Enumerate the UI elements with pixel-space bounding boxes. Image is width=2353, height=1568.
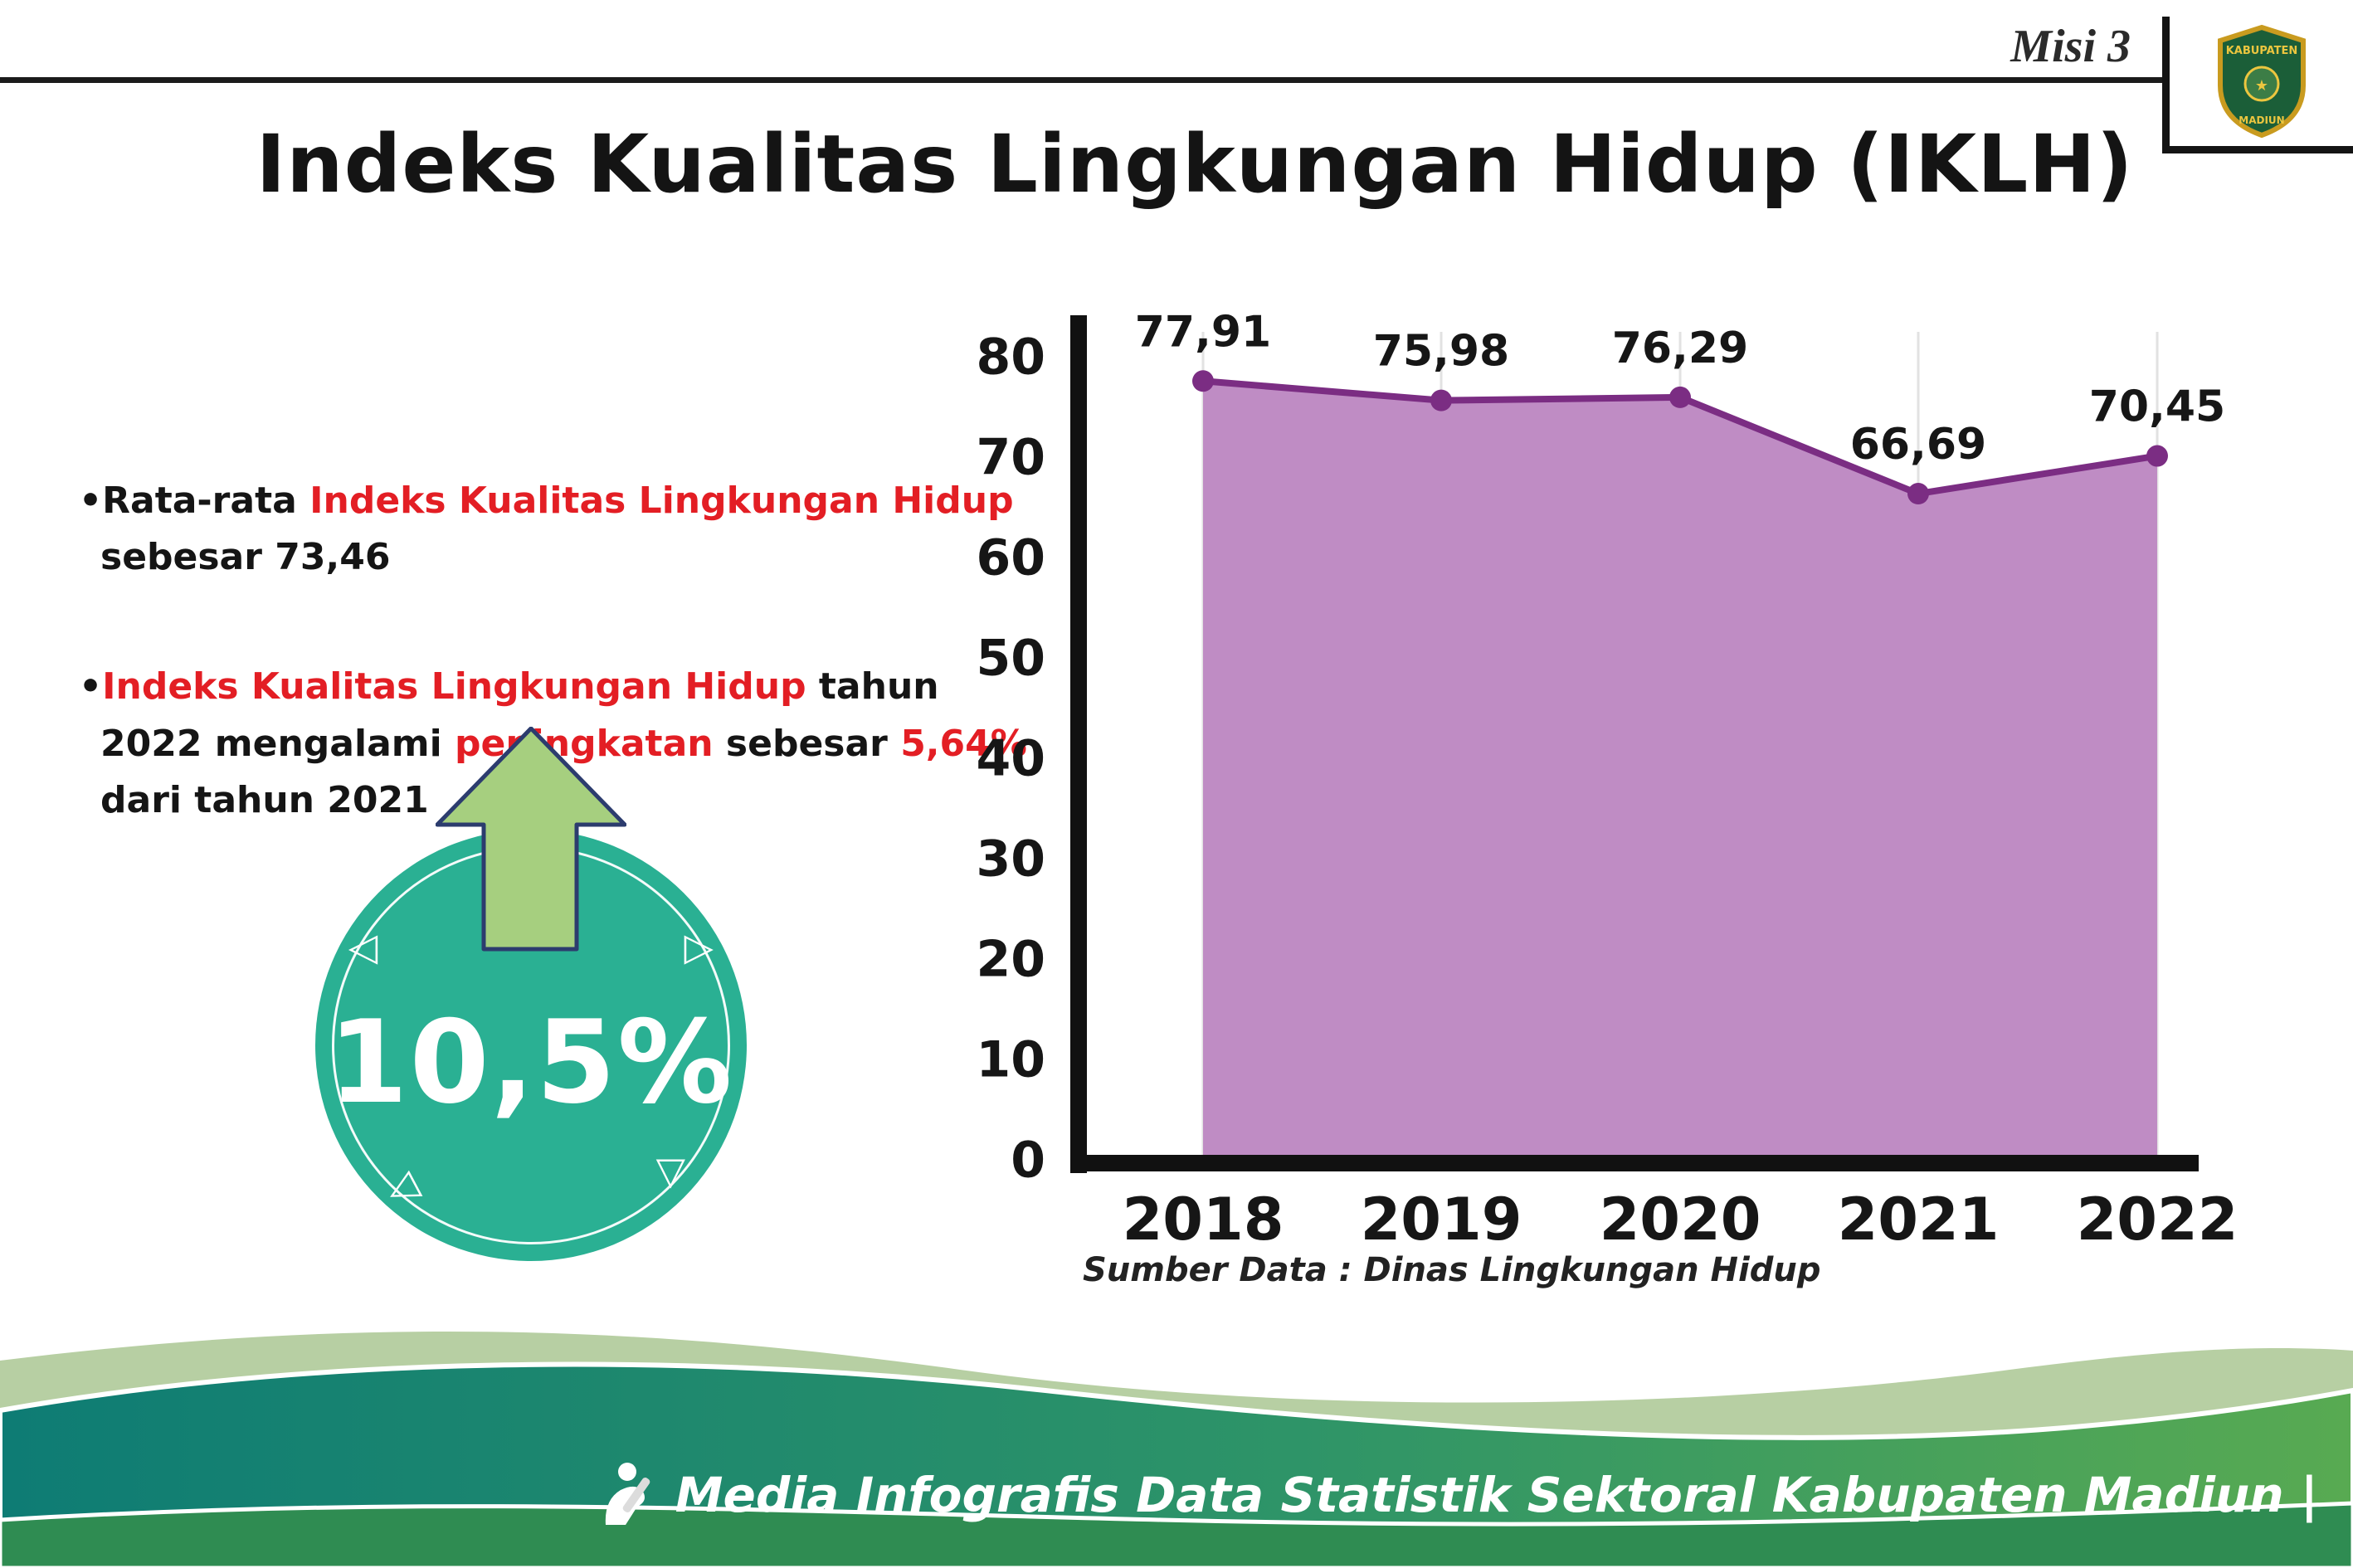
data-point — [2146, 445, 2168, 467]
triangle-decoration-icon: ◁ — [348, 924, 378, 969]
x-tick-label: 2019 — [1361, 1186, 1522, 1254]
y-tick-label: 70 — [977, 429, 1046, 487]
triangle-decoration-icon: ▷ — [684, 924, 714, 969]
text-segment: •Rata-rata — [79, 480, 310, 522]
data-point — [1192, 370, 1214, 392]
summary-bullets: •Rata-rata Indeks Kualitas Lingkungan Hi… — [79, 473, 1050, 902]
text-segment: sebesar 73,46 — [100, 536, 391, 579]
y-axis — [1070, 315, 1087, 1173]
logo-text-kabupaten: KABUPATEN — [2225, 45, 2297, 57]
value-label: 75,98 — [1373, 327, 1509, 377]
text-segment: 5,64% — [900, 722, 1027, 765]
wave-bottom-band — [0, 1501, 2353, 1568]
y-tick-label: 10 — [977, 1031, 1046, 1089]
bullet-increase-2022: •Indeks Kualitas Lingkungan Hidup tahun … — [79, 659, 1050, 829]
page-title: Indeks Kualitas Lingkungan Hidup (IKLH) — [256, 118, 2134, 211]
y-tick-label: 0 — [1011, 1132, 1045, 1190]
logo-star-icon: ★ — [2254, 77, 2268, 95]
footer-credit: Media Infografis Data Statistik Sektoral… — [589, 1460, 2318, 1530]
logo-text-madiun: MADIUN — [2239, 114, 2284, 126]
text-segment: sebesar — [713, 722, 901, 765]
text-segment: Indeks Kualitas Lingkungan Hidup — [309, 480, 1014, 522]
iklh-area-chart: 77,91 2018 75,98 2019 76,29 2020 66,69 2021 70,4… — [977, 307, 2239, 1254]
y-tick-label: 30 — [977, 830, 1046, 889]
y-tick-label: 50 — [977, 630, 1046, 688]
data-point — [1430, 389, 1452, 411]
bullet-average-iklh: •Rata-rata Indeks Kualitas Lingkungan Hi… — [79, 473, 1050, 586]
arrow-up-icon — [436, 727, 626, 952]
x-tick-label: 2018 — [1123, 1186, 1284, 1254]
footer-credit-text: Media Infografis Data Statistik Sektoral… — [675, 1467, 2318, 1523]
value-label: 70,45 — [2089, 382, 2225, 432]
data-point — [1669, 386, 1691, 408]
x-tick-label: 2020 — [1600, 1186, 1761, 1254]
text-segment: dari tahun 2021 — [100, 778, 429, 821]
data-point — [1907, 483, 1929, 505]
value-label: 77,91 — [1135, 307, 1271, 357]
x-axis — [1070, 1155, 2199, 1171]
badge-percentage-value: 10,5% — [328, 995, 734, 1129]
text-segment: tahun 2022 mengalami — [100, 665, 939, 765]
area-fill — [1203, 381, 2157, 1163]
x-tick-label: 2021 — [1838, 1186, 2000, 1254]
y-tick-label: 40 — [977, 730, 1046, 788]
kabupaten-madiun-logo: KABUPATEN ★ MADIUN — [2162, 17, 2353, 153]
value-label: 76,29 — [1612, 324, 1748, 373]
header-divider-line — [0, 77, 2162, 83]
text-segment: • — [79, 665, 103, 709]
text-segment: peningkatan — [455, 722, 714, 765]
y-tick-label: 80 — [977, 329, 1046, 387]
y-tick-label: 20 — [977, 931, 1046, 989]
shield-emblem-icon: KABUPATEN ★ MADIUN — [2217, 24, 2306, 139]
triangle-decoration-icon: ▽ — [655, 1148, 685, 1193]
mascot-writer-icon — [605, 1463, 650, 1525]
y-tick-label: 60 — [977, 529, 1046, 587]
value-label: 66,69 — [1850, 420, 1986, 470]
footer-wave-decoration — [0, 1331, 2353, 1568]
chart-source-note: Sumber Data : Dinas Lingkungan Hidup — [1083, 1251, 1821, 1289]
text-segment: Indeks Kualitas Lingkungan Hidup — [102, 665, 806, 709]
misi-label: Misi 3 — [2010, 21, 2131, 72]
x-tick-label: 2022 — [2077, 1186, 2239, 1254]
